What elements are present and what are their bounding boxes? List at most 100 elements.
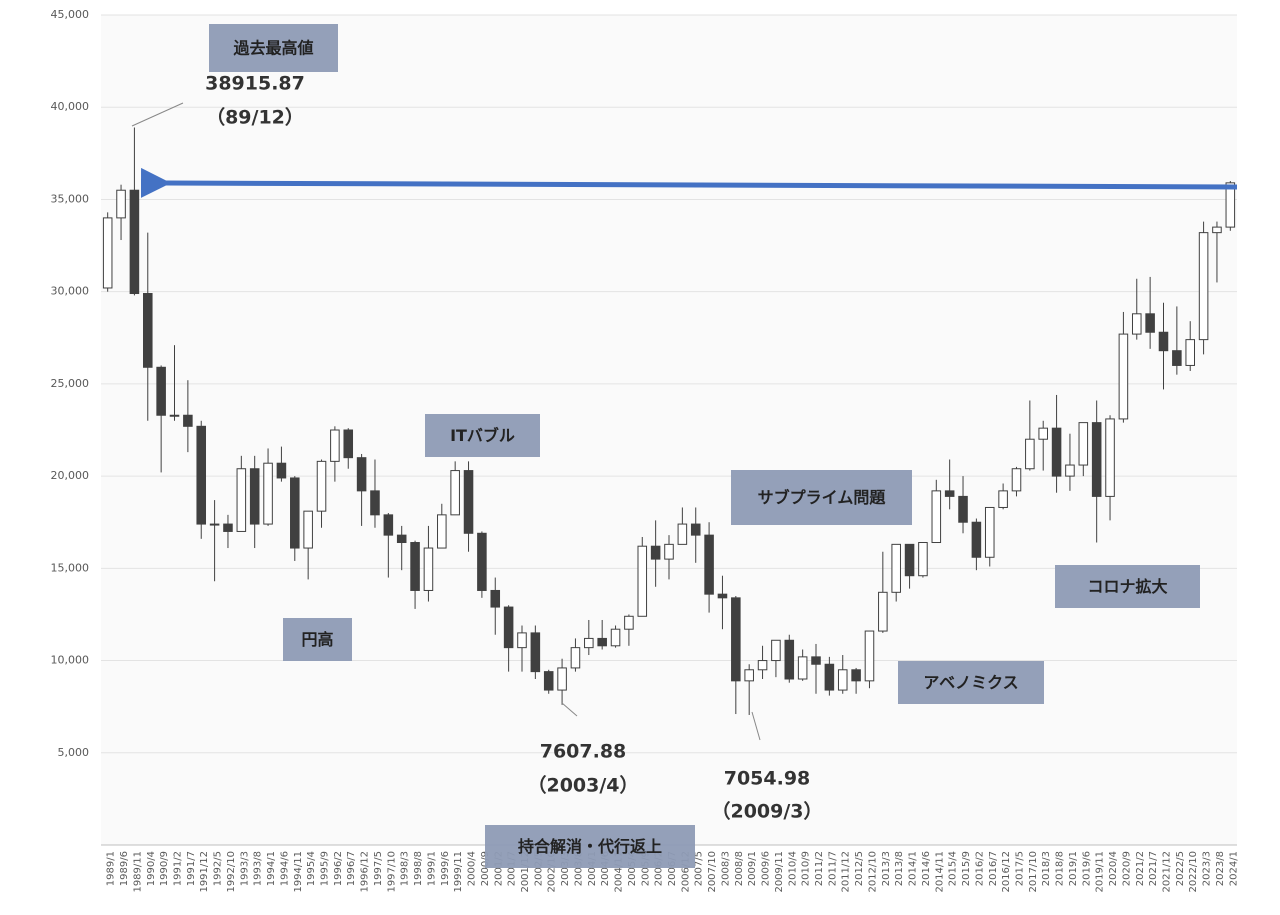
x-tick-label: 2001/7: [507, 851, 518, 886]
x-tick-label: 2006/2: [654, 851, 665, 886]
x-tick-label: 1991/2: [173, 851, 184, 886]
x-tick-label: 2021/2: [1135, 851, 1146, 886]
x-tick-label: 2014/6: [921, 851, 932, 886]
x-tick-label: 1996/12: [360, 851, 371, 893]
candle-body: [116, 189, 126, 219]
candle-body: [717, 593, 728, 599]
candle-body: [423, 547, 434, 591]
candle-body: [102, 217, 113, 289]
arrow: [140, 167, 1238, 198]
annotation: サブプライム問題: [758, 488, 887, 507]
candle-body: [1051, 427, 1062, 477]
candle-body: [757, 660, 768, 671]
x-tick-label: 2004/1: [587, 851, 598, 886]
candle-body: [944, 490, 955, 497]
candle-body: [624, 615, 634, 630]
candle-body: [1212, 226, 1222, 234]
candle-body: [142, 293, 153, 368]
candle-body: [463, 470, 474, 534]
x-tick-label: 2011/12: [841, 851, 852, 893]
candle-body: [1185, 339, 1196, 366]
candle-body: [1078, 422, 1089, 466]
x-tick-label: 2010/4: [787, 851, 798, 886]
candle-body: [263, 462, 273, 525]
x-tick-label: 1997/10: [386, 851, 397, 893]
candle-body: [343, 429, 354, 459]
x-tick-label: 2008/3: [720, 851, 731, 886]
x-tick-label: 1991/12: [199, 851, 210, 893]
x-tick-label: 2002/10: [547, 851, 558, 893]
candle-body: [851, 669, 861, 682]
x-tick-label: 1999/1: [426, 851, 437, 886]
x-tick-label: 1994/1: [266, 851, 277, 886]
candle-body: [904, 543, 915, 577]
x-tick-label: 2009/11: [774, 851, 785, 893]
y-tick-label: 10,000: [51, 654, 90, 667]
x-tick-label: 2016/12: [1001, 851, 1012, 893]
x-tick-label: 2006/12: [680, 851, 691, 893]
annotation-box: [425, 414, 540, 457]
x-tick-label: 1998/3: [400, 851, 411, 886]
candle-body: [383, 514, 394, 536]
x-tick-label: 2004/6: [600, 851, 611, 886]
y-tick-label: 20,000: [51, 469, 90, 482]
x-tick-label: 1999/6: [440, 851, 451, 886]
candle-body: [330, 429, 340, 462]
candle-body: [637, 545, 648, 617]
candle-body: [276, 462, 287, 479]
x-tick-label: 2006/7: [667, 851, 678, 886]
x-tick-label: 2020/9: [1121, 851, 1132, 886]
x-tick-label: 2019/1: [1068, 851, 1079, 886]
candle-body: [503, 606, 514, 649]
y-tick-label: 35,000: [51, 192, 90, 205]
candle-body: [1172, 350, 1182, 366]
candle-body: [129, 189, 140, 295]
x-tick-label: 2000/4: [467, 851, 478, 886]
date-label: （2003/4）: [527, 774, 638, 797]
x-tick-label: 2005/4: [627, 851, 638, 886]
x-tick-label: 1994/6: [279, 851, 290, 886]
candle-body: [650, 545, 661, 560]
annotation: ITバブル: [450, 426, 515, 445]
x-tick-label: 2019/11: [1095, 851, 1106, 893]
candle-body: [570, 647, 581, 669]
candle-body: [370, 490, 380, 516]
value-label: 38915.87: [205, 73, 305, 95]
x-tick-label: 1992/5: [213, 851, 224, 886]
x-tick-label: 1998/8: [413, 851, 424, 886]
value-label: 7607.88: [540, 741, 627, 763]
x-tick-label: 2000/9: [480, 851, 491, 886]
annotation: 過去最高値: [232, 39, 313, 58]
annotation: 持合解消・代行返上: [518, 837, 662, 856]
x-tick-label: 1993/3: [239, 851, 250, 886]
x-tick-label: 1989/1: [106, 851, 117, 886]
y-tick-label: 30,000: [51, 285, 90, 298]
candle-body: [396, 534, 407, 544]
candle-body: [290, 477, 300, 549]
x-tick-label: 2009/6: [761, 851, 772, 886]
candle-body: [864, 630, 875, 682]
x-tick-label: 2012/10: [867, 851, 878, 893]
candle-body: [811, 656, 821, 665]
candle-body: [1038, 427, 1048, 440]
leader-line: [751, 711, 761, 741]
annotation-box: [731, 470, 912, 525]
candle-body: [878, 591, 888, 632]
candle-body: [837, 669, 848, 691]
x-tick-label: 2021/12: [1161, 851, 1172, 893]
x-tick-label: 1995/4: [306, 851, 317, 886]
candle-body: [1025, 438, 1035, 470]
x-tick-label: 2022/10: [1188, 851, 1199, 893]
x-tick-label: 2018/8: [1055, 851, 1066, 886]
annotation: 円高: [301, 630, 333, 649]
x-tick-label: 1990/4: [146, 851, 157, 886]
candle-body: [597, 637, 607, 647]
candle-body: [236, 468, 247, 532]
candle-body: [1131, 313, 1142, 335]
candle-body: [784, 639, 795, 680]
annotation-box: [898, 661, 1044, 704]
x-tick-label: 2011/2: [814, 851, 825, 886]
candle-body: [1158, 331, 1169, 352]
candle-body: [1065, 464, 1075, 477]
